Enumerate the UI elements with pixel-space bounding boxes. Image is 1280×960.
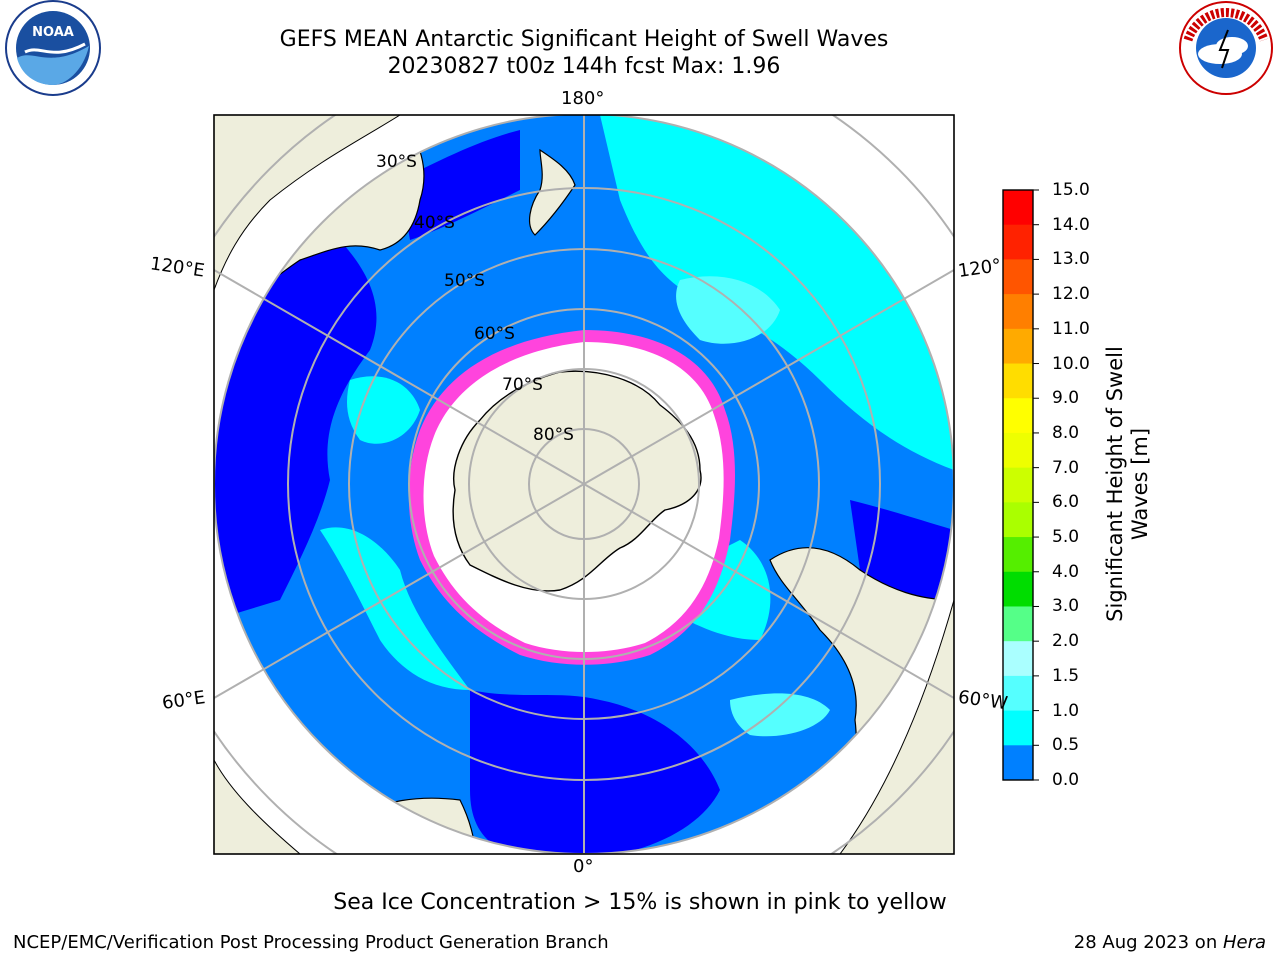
colorbar-tick-label: 5.0 bbox=[1052, 527, 1080, 548]
noaa-logo: NOAA bbox=[5, 0, 101, 96]
map-subtitle: 20230827 t00z 144h fcst Max: 1.96 bbox=[387, 54, 781, 79]
ocean-low-north bbox=[400, 130, 520, 240]
footer-date: 28 Aug 2023 on Hera bbox=[1074, 932, 1266, 953]
lat-label-80: 80°S bbox=[533, 425, 574, 445]
nws-logo bbox=[1179, 1, 1273, 95]
lon-label-0: 0° bbox=[573, 856, 594, 877]
lat-label-30: 30°S bbox=[376, 152, 417, 172]
lat-label-70: 70°S bbox=[502, 375, 543, 395]
ocean-low-south bbox=[470, 690, 720, 854]
colorbar-segment bbox=[1003, 537, 1033, 573]
colorbar-tick-label: 6.0 bbox=[1052, 492, 1080, 513]
colorbar-segment bbox=[1003, 328, 1033, 365]
colorbar-tick-label: 7.0 bbox=[1052, 457, 1080, 478]
noaa-logo-text: NOAA bbox=[32, 25, 74, 40]
colorbar-segment bbox=[1003, 432, 1033, 469]
map-title: GEFS MEAN Antarctic Significant Height o… bbox=[279, 27, 889, 52]
colorbar-segment bbox=[1003, 224, 1033, 260]
colorbar-segment bbox=[1003, 606, 1033, 642]
colorbar-frame bbox=[1002, 189, 1034, 781]
ocean-peak-ne bbox=[676, 276, 780, 344]
land-corner-nw bbox=[214, 115, 401, 291]
ocean-high-sw bbox=[320, 527, 470, 690]
colorbar-tick-label: 3.0 bbox=[1052, 596, 1080, 617]
colorbar-tick-label: 8.0 bbox=[1052, 422, 1080, 443]
colorbar-tick-label: 12.0 bbox=[1052, 284, 1090, 305]
colorbar-tick-label: 14.0 bbox=[1052, 214, 1090, 235]
lat-label-60: 60°S bbox=[474, 324, 515, 344]
map-frame bbox=[213, 114, 955, 855]
colorbar-segment bbox=[1003, 675, 1033, 712]
colorbar-tick-label: 13.0 bbox=[1052, 249, 1090, 270]
colorbar-tick-label: 0.0 bbox=[1052, 770, 1080, 790]
lon-label-180: 180° bbox=[561, 88, 605, 109]
colorbar-tick-label: 15.0 bbox=[1052, 180, 1090, 200]
colorbar-segment bbox=[1003, 745, 1033, 781]
colorbar-tick-label: 0.5 bbox=[1052, 735, 1080, 756]
footer-branch: NCEP/EMC/Verification Post Processing Pr… bbox=[13, 932, 609, 953]
colorbar-segment bbox=[1003, 467, 1033, 503]
colorbar-tick-label: 1.5 bbox=[1052, 665, 1080, 686]
colorbar-tick-label: 10.0 bbox=[1052, 353, 1090, 374]
colorbar-segment bbox=[1003, 641, 1033, 677]
colorbar-tick-label: 11.0 bbox=[1052, 318, 1090, 339]
sea-ice-note: Sea Ice Concentration > 15% is shown in … bbox=[333, 890, 947, 915]
ocean-low-west bbox=[214, 228, 377, 620]
lat-label-50: 50°S bbox=[444, 271, 485, 291]
colorbar-tick-label: 4.0 bbox=[1052, 561, 1080, 582]
ocean-high-w bbox=[347, 376, 420, 444]
land-corner-se bbox=[839, 599, 954, 854]
colorbar-segment bbox=[1003, 571, 1033, 607]
colorbar-tick-label: 1.0 bbox=[1052, 700, 1080, 721]
graticule bbox=[214, 115, 954, 854]
colorbar-segment bbox=[1003, 190, 1033, 226]
colorbar-segment bbox=[1003, 502, 1033, 538]
colorbar-segment bbox=[1003, 398, 1033, 434]
colorbar-segment bbox=[1003, 294, 1033, 330]
colorbar-tick-label: 2.0 bbox=[1052, 631, 1080, 652]
colorbar-label: Significant Height of Swell Waves [m] bbox=[1103, 346, 1152, 622]
colorbar-segment bbox=[1003, 710, 1033, 746]
land-new-zealand bbox=[528, 148, 576, 236]
colorbar-segment bbox=[1003, 363, 1033, 399]
colorbar bbox=[1002, 189, 1039, 781]
lat-label-40: 40°S bbox=[414, 213, 455, 233]
colorbar-tick-label: 9.0 bbox=[1052, 388, 1080, 409]
colorbar-segment bbox=[1003, 259, 1033, 295]
footer-machine: Hera bbox=[1222, 932, 1266, 953]
footer-date-text: 28 Aug 2023 on bbox=[1073, 932, 1223, 953]
